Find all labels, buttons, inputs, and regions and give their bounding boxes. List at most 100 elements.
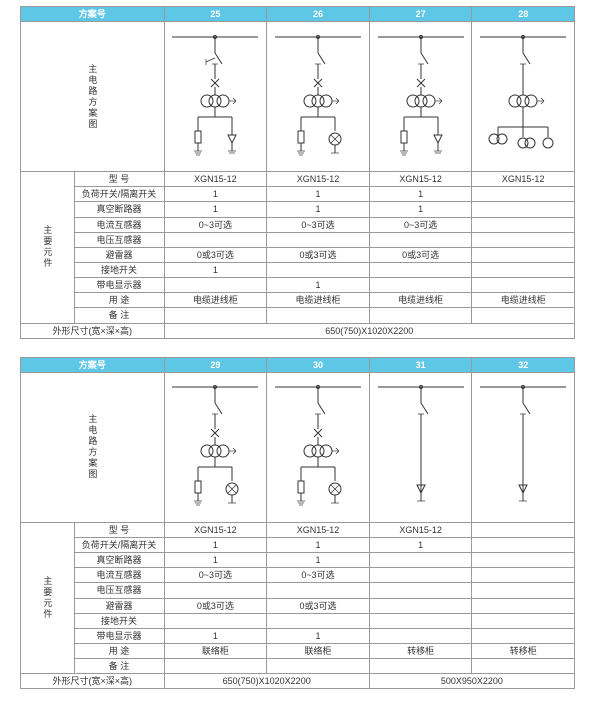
col-26: 26 (267, 7, 370, 22)
row-notes: 备 注 (74, 659, 164, 674)
cell-vcb-25: 1 (164, 202, 267, 217)
row-ct: 电流互感器 (74, 568, 164, 583)
dim: 650(750)X1020X2200 (164, 323, 574, 338)
cell-pt-27 (369, 232, 472, 247)
label-components: 主要元件 (21, 172, 75, 323)
cell-usage-28: 电缆进线柜 (472, 293, 575, 308)
row-vcb: 真空断路器 (74, 553, 164, 568)
block-bottom: 方案号29303132主电路方案图 主要元件型 号XGN15-12XGN15-1… (20, 357, 575, 690)
cell-arrester-30: 0或3可选 (267, 598, 370, 613)
row-model: 型 号 (74, 522, 164, 537)
col-25: 25 (164, 7, 267, 22)
hdr-scheme: 方案号 (21, 357, 165, 372)
cell-vcb-26: 1 (267, 202, 370, 217)
label-diagram: 主电路方案图 (21, 372, 165, 522)
cell-live_indicator-31 (369, 628, 472, 643)
row-pt: 电压互感器 (74, 583, 164, 598)
cell-earth_switch-31 (369, 613, 472, 628)
label-components: 主要元件 (21, 522, 75, 673)
hdr-scheme: 方案号 (21, 7, 165, 22)
cell-earth_switch-27 (369, 262, 472, 277)
row-earth_switch: 接地开关 (74, 262, 164, 277)
cell-ct-26: 0~3可选 (267, 217, 370, 232)
cell-live_indicator-27 (369, 278, 472, 293)
diagram-27 (369, 22, 472, 172)
row-ct: 电流互感器 (74, 217, 164, 232)
cell-pt-29 (164, 583, 267, 598)
cell-usage-26: 电缆进线柜 (267, 293, 370, 308)
dim1: 650(750)X1020X2200 (164, 674, 369, 689)
cell-pt-25 (164, 232, 267, 247)
cell-load_switch-31: 1 (369, 537, 472, 552)
diagram-28 (472, 22, 575, 172)
cell-model-30: XGN15-12 (267, 522, 370, 537)
cell-ct-30: 0~3可选 (267, 568, 370, 583)
row-load_switch: 负荷开关/隔离开关 (74, 187, 164, 202)
cell-model-25: XGN15-12 (164, 172, 267, 187)
cell-load_switch-28 (472, 187, 575, 202)
cell-notes-31 (369, 659, 472, 674)
cell-vcb-29: 1 (164, 553, 267, 568)
cell-arrester-31 (369, 598, 472, 613)
cell-usage-32: 转移柜 (472, 643, 575, 658)
cell-notes-26 (267, 308, 370, 323)
cell-load_switch-32 (472, 537, 575, 552)
cell-live_indicator-25 (164, 278, 267, 293)
cell-earth_switch-30 (267, 613, 370, 628)
cell-model-29: XGN15-12 (164, 522, 267, 537)
spec-table-top: 方案号25262728主电路方案图 主要元件型 号XGN15-12XGN15-1… (20, 6, 575, 339)
cell-live_indicator-30: 1 (267, 628, 370, 643)
cell-notes-28 (472, 308, 575, 323)
cell-load_switch-29: 1 (164, 537, 267, 552)
row-usage: 用 途 (74, 293, 164, 308)
cell-pt-32 (472, 583, 575, 598)
cell-pt-30 (267, 583, 370, 598)
cell-earth_switch-26 (267, 262, 370, 277)
cell-earth_switch-28 (472, 262, 575, 277)
cell-usage-29: 联络柜 (164, 643, 267, 658)
label-dim: 外形尺寸(宽×深×高) (21, 323, 165, 338)
cell-earth_switch-29 (164, 613, 267, 628)
col-30: 30 (267, 357, 370, 372)
cell-live_indicator-26: 1 (267, 278, 370, 293)
cell-notes-29 (164, 659, 267, 674)
row-notes: 备 注 (74, 308, 164, 323)
label-dim: 外形尺寸(宽×深×高) (21, 674, 165, 689)
cell-model-32 (472, 522, 575, 537)
cell-ct-32 (472, 568, 575, 583)
cell-usage-31: 转移柜 (369, 643, 472, 658)
row-pt: 电压互感器 (74, 232, 164, 247)
cell-ct-31 (369, 568, 472, 583)
diagram-29 (164, 372, 267, 522)
block-top: 方案号25262728主电路方案图 主要元件型 号XGN15-12XGN15-1… (20, 6, 575, 339)
row-earth_switch: 接地开关 (74, 613, 164, 628)
cell-load_switch-30: 1 (267, 537, 370, 552)
diagram-31 (369, 372, 472, 522)
col-31: 31 (369, 357, 472, 372)
row-live_indicator: 带电显示器 (74, 628, 164, 643)
cell-load_switch-26: 1 (267, 187, 370, 202)
dim2: 500X950X2200 (369, 674, 574, 689)
cell-usage-25: 电缆进线柜 (164, 293, 267, 308)
row-vcb: 真空断路器 (74, 202, 164, 217)
diagram-30 (267, 372, 370, 522)
cell-arrester-28 (472, 247, 575, 262)
col-32: 32 (472, 357, 575, 372)
cell-notes-30 (267, 659, 370, 674)
cell-vcb-27: 1 (369, 202, 472, 217)
row-usage: 用 途 (74, 643, 164, 658)
cell-usage-27: 电缆进线柜 (369, 293, 472, 308)
page: 方案号25262728主电路方案图 主要元件型 号XGN15-12XGN15-1… (0, 0, 595, 713)
cell-pt-28 (472, 232, 575, 247)
diagram-26 (267, 22, 370, 172)
cell-pt-26 (267, 232, 370, 247)
cell-pt-31 (369, 583, 472, 598)
cell-live_indicator-28 (472, 278, 575, 293)
cell-arrester-26: 0或3可选 (267, 247, 370, 262)
cell-ct-28 (472, 217, 575, 232)
cell-arrester-32 (472, 598, 575, 613)
cell-ct-29: 0~3可选 (164, 568, 267, 583)
row-live_indicator: 带电显示器 (74, 278, 164, 293)
col-28: 28 (472, 7, 575, 22)
cell-model-28: XGN15-12 (472, 172, 575, 187)
